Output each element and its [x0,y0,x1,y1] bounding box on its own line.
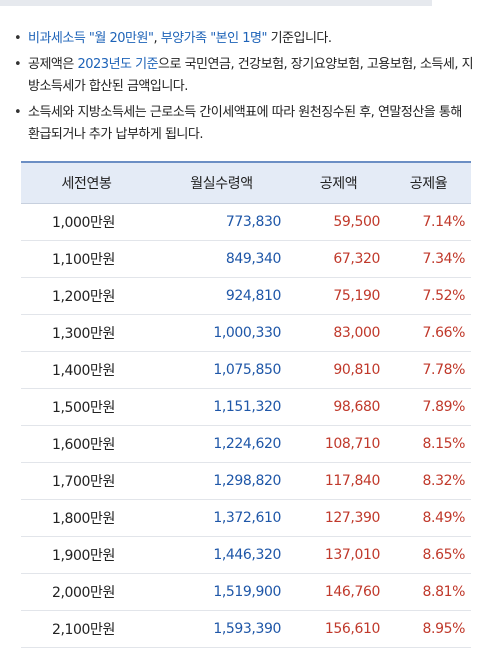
cell-salary: 1,700만원 [21,462,152,500]
cell-salary: 1,800만원 [21,499,152,537]
note-text: 으로 국민연금, 건강보험, 장기요양보험, 고용보험, 소득세, 지방소득세가… [28,57,474,94]
note-highlight: 비과세소득 "월 20만원" [28,31,154,46]
cell-deduction-rate: 7.34% [386,240,471,278]
cell-salary: 1,300만원 [21,314,152,352]
table-row: 2,000만원 1,519,900 146,760 8.81% [21,573,471,611]
cell-deduction-rate: 7.66% [386,314,471,352]
cell-salary: 2,100만원 [21,610,152,648]
cell-salary: 2,000만원 [21,573,152,611]
salary-table: 세전연봉 월실수령액 공제액 공제율 1,000만원 773,830 59,500 7… [21,161,471,648]
note-text: 소득세와 지방소득세는 근로소득 간이세액표에 따라 원천징수된 후, 연말정산… [28,105,462,142]
cell-deduction: 117,840 [291,462,386,500]
cell-deduction: 75,190 [291,277,386,315]
note-highlight: 부양가족 "본인 1명" [160,31,268,46]
cell-monthly-net: 1,151,320 [152,388,291,426]
note-highlight: 2023년도 기준 [77,57,159,72]
table-row: 1,500만원 1,151,320 98,680 7.89% [21,388,471,426]
cell-deduction-rate: 8.65% [386,536,471,574]
cell-deduction-rate: 7.52% [386,277,471,315]
cell-deduction: 156,610 [291,610,386,648]
cell-salary: 1,400만원 [21,351,152,389]
cell-deduction-rate: 7.14% [386,203,471,241]
top-divider-bar [0,0,432,6]
cell-salary: 1,600만원 [21,425,152,463]
cell-salary: 1,000만원 [21,203,152,241]
cell-deduction: 90,810 [291,351,386,389]
cell-deduction: 67,320 [291,240,386,278]
cell-deduction-rate: 7.89% [386,388,471,426]
table-row: 1,700만원 1,298,820 117,840 8.32% [21,462,471,500]
cell-deduction: 127,390 [291,499,386,537]
cell-salary: 1,200만원 [21,277,152,315]
cell-monthly-net: 773,830 [152,203,291,241]
note-item: • 비과세소득 "월 20만원", 부양가족 "본인 1명" 기준입니다. [14,28,474,50]
table-row: 2,100만원 1,593,390 156,610 8.95% [21,610,471,648]
cell-deduction: 108,710 [291,425,386,463]
table-row: 1,100만원 849,340 67,320 7.34% [21,240,471,278]
bullet-icon: • [14,105,22,120]
cell-salary: 1,900만원 [21,536,152,574]
cell-deduction-rate: 8.49% [386,499,471,537]
table-row: 1,400만원 1,075,850 90,810 7.78% [21,351,471,389]
table-row: 1,800만원 1,372,610 127,390 8.49% [21,499,471,537]
cell-deduction-rate: 8.15% [386,425,471,463]
cell-monthly-net: 849,340 [152,240,291,278]
table-row: 1,300만원 1,000,330 83,000 7.66% [21,314,471,352]
cell-deduction: 59,500 [291,203,386,241]
note-text: , [153,31,161,46]
cell-deduction-rate: 8.32% [386,462,471,500]
cell-deduction: 137,010 [291,536,386,574]
cell-deduction: 146,760 [291,573,386,611]
bullet-icon: • [14,57,22,72]
notes-list: • 비과세소득 "월 20만원", 부양가족 "본인 1명" 기준입니다. • 공제액… [14,28,474,150]
cell-monthly-net: 1,593,390 [152,610,291,648]
cell-salary: 1,500만원 [21,388,152,426]
table-row: 1,600만원 1,224,620 108,710 8.15% [21,425,471,463]
cell-deduction-rate: 8.81% [386,573,471,611]
cell-monthly-net: 924,810 [152,277,291,315]
header-monthly-net: 월실수령액 [152,161,291,204]
cell-monthly-net: 1,446,320 [152,536,291,574]
header-deduction-rate: 공제율 [386,161,471,204]
note-text: 공제액은 [28,57,78,72]
cell-deduction: 98,680 [291,388,386,426]
table-row: 1,200만원 924,810 75,190 7.52% [21,277,471,315]
cell-salary: 1,100만원 [21,240,152,278]
table-row: 1,000만원 773,830 59,500 7.14% [21,203,471,241]
cell-deduction-rate: 8.95% [386,610,471,648]
header-salary: 세전연봉 [21,161,152,204]
cell-deduction-rate: 7.78% [386,351,471,389]
cell-monthly-net: 1,519,900 [152,573,291,611]
note-item: • 소득세와 지방소득세는 근로소득 간이세액표에 따라 원천징수된 후, 연말정… [14,102,474,146]
cell-monthly-net: 1,372,610 [152,499,291,537]
note-text: 기준입니다. [266,31,332,46]
cell-monthly-net: 1,224,620 [152,425,291,463]
header-deduction: 공제액 [291,161,386,204]
table-row: 1,900만원 1,446,320 137,010 8.65% [21,536,471,574]
note-item: • 공제액은 2023년도 기준으로 국민연금, 건강보험, 장기요양보험, 고용… [14,54,474,98]
cell-monthly-net: 1,075,850 [152,351,291,389]
cell-monthly-net: 1,000,330 [152,314,291,352]
bullet-icon: • [14,31,22,46]
table-header-row: 세전연봉 월실수령액 공제액 공제율 [21,161,471,204]
cell-deduction: 83,000 [291,314,386,352]
cell-monthly-net: 1,298,820 [152,462,291,500]
